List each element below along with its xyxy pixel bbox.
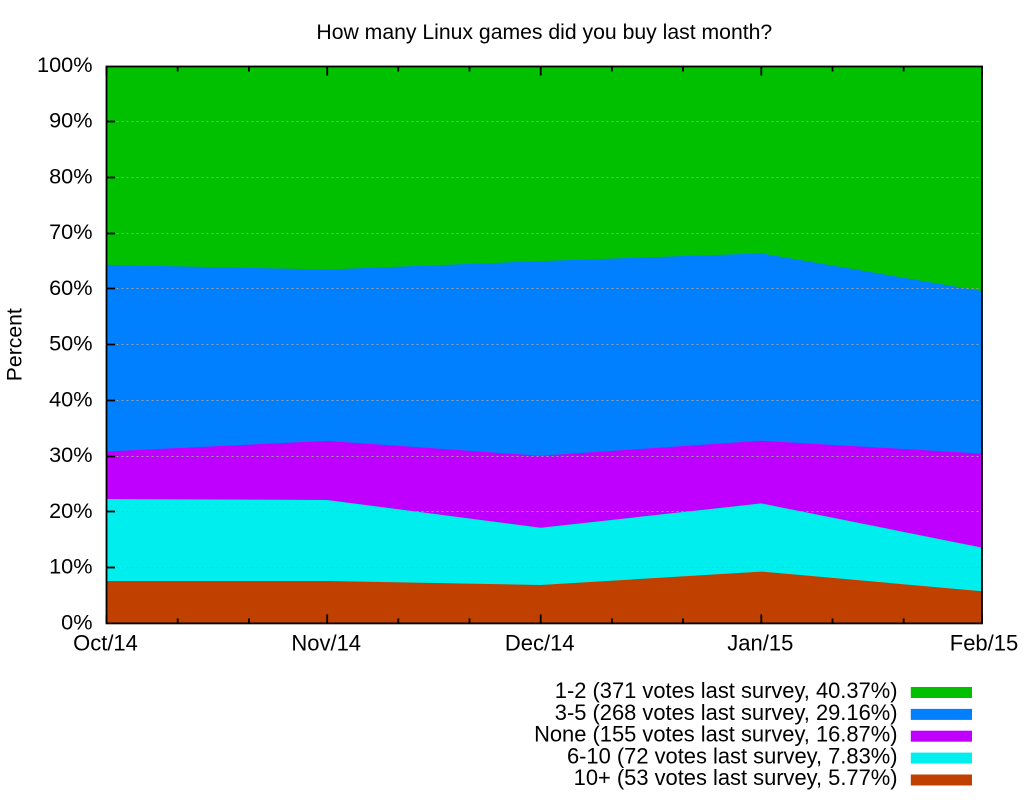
- svg-text:90%: 90%: [49, 108, 92, 133]
- svg-text:60%: 60%: [49, 275, 92, 300]
- svg-text:Dec/14: Dec/14: [505, 630, 575, 655]
- svg-text:None (155 votes last survey, 1: None (155 votes last survey, 16.87%): [534, 722, 897, 747]
- svg-text:100%: 100%: [37, 52, 92, 77]
- svg-text:Percent: Percent: [3, 308, 26, 381]
- svg-text:10+ (53 votes last survey, 5.7: 10+ (53 votes last survey, 5.77%): [574, 765, 898, 790]
- svg-text:Nov/14: Nov/14: [291, 630, 361, 655]
- svg-text:Jan/15: Jan/15: [727, 630, 793, 655]
- svg-text:How many Linux games did you b: How many Linux games did you buy last mo…: [316, 21, 772, 44]
- svg-text:Feb/15: Feb/15: [950, 630, 1019, 655]
- svg-text:10%: 10%: [49, 554, 92, 579]
- svg-text:6-10 (72 votes last survey, 7.: 6-10 (72 votes last survey, 7.83%): [567, 743, 898, 768]
- svg-text:20%: 20%: [49, 498, 92, 523]
- svg-text:30%: 30%: [49, 442, 92, 467]
- svg-text:40%: 40%: [49, 386, 92, 411]
- svg-text:80%: 80%: [49, 164, 92, 189]
- svg-text:1-2 (371 votes last survey, 40: 1-2 (371 votes last survey, 40.37%): [555, 678, 898, 703]
- svg-text:0%: 0%: [61, 609, 92, 634]
- svg-text:50%: 50%: [49, 331, 92, 356]
- svg-text:70%: 70%: [49, 219, 92, 244]
- svg-text:Oct/14: Oct/14: [73, 630, 138, 655]
- svg-text:3-5 (268 votes last survey, 29: 3-5 (268 votes last survey, 29.16%): [555, 700, 898, 725]
